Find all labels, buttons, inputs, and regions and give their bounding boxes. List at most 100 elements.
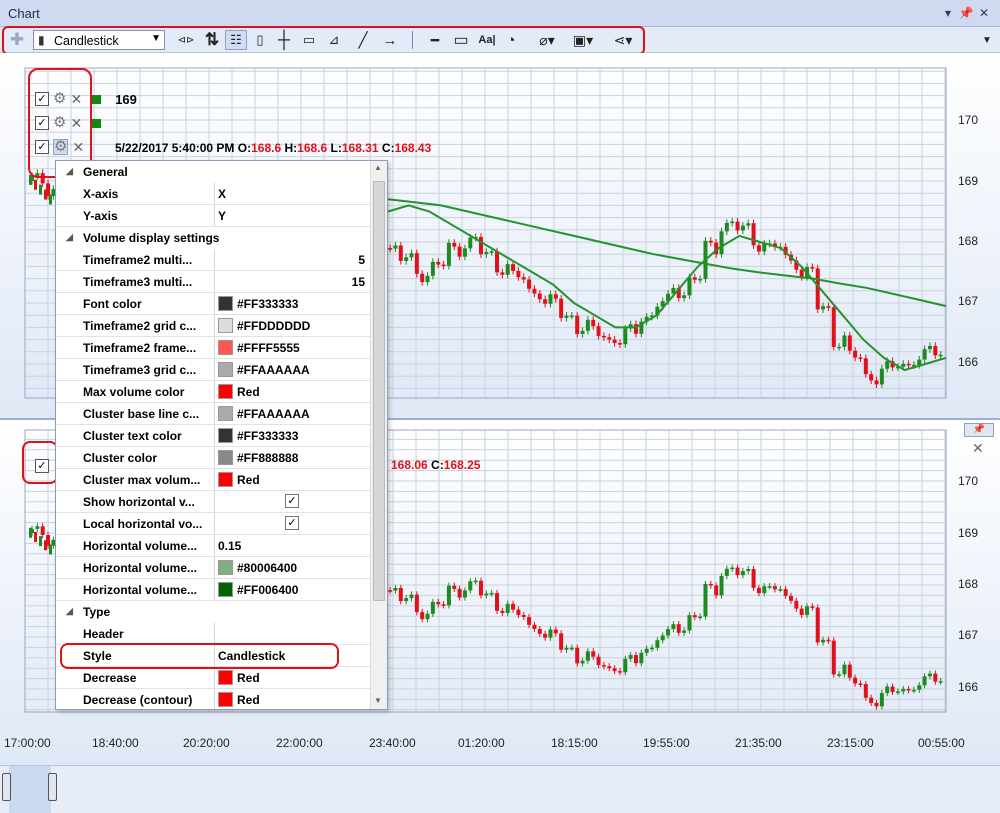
property-value-cell[interactable]: 0.15 bbox=[214, 535, 369, 556]
series-visible-checkbox[interactable]: ✓ bbox=[35, 92, 49, 106]
property-value[interactable]: #FFDDDDDD bbox=[237, 319, 311, 333]
property-row[interactable]: Local horizontal vo... ✓ bbox=[56, 513, 370, 535]
property-row[interactable]: Timeframe3 grid c... #FFAAAAAA bbox=[56, 359, 370, 381]
collapse-triangle-icon[interactable]: ◢ bbox=[66, 606, 73, 616]
property-row[interactable]: Horizontal volume... #80006400 bbox=[56, 557, 370, 579]
property-row[interactable]: Timeframe2 multi... 5 bbox=[56, 249, 370, 271]
property-value[interactable]: Y bbox=[218, 209, 227, 223]
color-swatch[interactable] bbox=[218, 296, 233, 311]
property-value-cell[interactable]: Red bbox=[214, 469, 369, 490]
property-category[interactable]: ◢ Volume display settings bbox=[56, 227, 370, 249]
property-value-cell[interactable]: #FF333333 bbox=[214, 293, 369, 314]
property-value[interactable]: 5 bbox=[358, 253, 365, 267]
color-swatch[interactable] bbox=[218, 692, 233, 707]
pane-pin-icon[interactable]: 📌 bbox=[964, 423, 994, 437]
color-swatch[interactable] bbox=[218, 428, 233, 443]
property-row[interactable]: Max volume color Red bbox=[56, 381, 370, 403]
property-value-cell[interactable]: Red bbox=[214, 381, 369, 402]
gear-icon[interactable]: ⚙ bbox=[53, 138, 69, 155]
property-value-cell[interactable]: #FF888888 bbox=[214, 447, 369, 468]
property-value-cell[interactable]: ✓ bbox=[214, 491, 369, 512]
color-swatch[interactable] bbox=[218, 384, 233, 399]
property-row[interactable]: Y-axis Y bbox=[56, 205, 370, 227]
pane-close-icon[interactable]: ✕ bbox=[972, 440, 984, 456]
property-row[interactable]: Font color #FF333333 bbox=[56, 293, 370, 315]
property-row[interactable]: Decrease Red bbox=[56, 667, 370, 689]
property-value[interactable]: 15 bbox=[351, 275, 365, 289]
property-value-cell[interactable]: Y bbox=[214, 205, 369, 226]
property-row[interactable]: Show horizontal v... ✓ bbox=[56, 491, 370, 513]
property-grid[interactable]: ▲ ▼ ◢ General X-axis X Y-axis Y ◢ Volume displa… bbox=[55, 160, 388, 710]
sort-icon[interactable]: ⇅ bbox=[204, 30, 220, 49]
property-row[interactable]: Timeframe2 frame... #FFFF5555 bbox=[56, 337, 370, 359]
series-visible-checkbox[interactable]: ✓ bbox=[35, 459, 49, 473]
color-swatch[interactable] bbox=[218, 450, 233, 465]
navigator-selection[interactable] bbox=[9, 766, 51, 813]
property-row[interactable]: Timeframe2 grid c... #FFDDDDDD bbox=[56, 315, 370, 337]
property-value[interactable]: Red bbox=[237, 473, 260, 487]
scroll-down-icon[interactable]: ▼ bbox=[374, 696, 382, 705]
close-icon[interactable]: ✕ bbox=[72, 139, 85, 155]
property-value[interactable]: #FF333333 bbox=[237, 429, 299, 443]
property-row[interactable]: Decrease (contour) Red bbox=[56, 689, 370, 709]
crosshair-icon[interactable]: ┼ bbox=[277, 30, 291, 49]
toolbar-overflow-icon[interactable]: ▼ bbox=[982, 34, 992, 46]
navigator-right-handle[interactable] bbox=[48, 773, 57, 801]
property-category[interactable]: ◢ Type bbox=[56, 601, 370, 623]
color-swatch[interactable] bbox=[218, 560, 233, 575]
color-swatch[interactable] bbox=[218, 362, 233, 377]
property-row[interactable]: Cluster text color #FF333333 bbox=[56, 425, 370, 447]
property-value[interactable]: Red bbox=[237, 693, 260, 707]
property-value-cell[interactable]: #80006400 bbox=[214, 557, 369, 578]
property-value-cell[interactable]: Red bbox=[214, 689, 369, 709]
collapse-triangle-icon[interactable]: ◢ bbox=[66, 232, 73, 242]
collapse-triangle-icon[interactable]: ◢ bbox=[66, 166, 73, 176]
property-value[interactable]: Red bbox=[237, 385, 260, 399]
property-value-cell[interactable]: Candlestick bbox=[214, 645, 369, 666]
property-value[interactable]: Candlestick bbox=[218, 649, 286, 663]
rectangle-icon[interactable]: ▭ bbox=[453, 32, 469, 49]
property-value[interactable]: #FFFF5555 bbox=[237, 341, 300, 355]
property-row[interactable]: Cluster max volum... Red bbox=[56, 469, 370, 491]
scroll-up-icon[interactable]: ▲ bbox=[374, 163, 382, 172]
property-value-cell[interactable]: #FFFF5555 bbox=[214, 337, 369, 358]
pane-splitter[interactable] bbox=[0, 418, 1000, 420]
property-row[interactable]: Horizontal volume... 0.15 bbox=[56, 535, 370, 557]
property-value-cell[interactable]: X bbox=[214, 183, 369, 204]
property-value[interactable]: #FF006400 bbox=[237, 583, 299, 597]
property-category[interactable]: ◢ General bbox=[56, 161, 370, 183]
arrow-icon[interactable]: → bbox=[382, 31, 398, 49]
property-value-cell[interactable]: 15 bbox=[214, 271, 369, 292]
share-icon[interactable]: ⋖▾ bbox=[613, 31, 633, 48]
gear-icon[interactable]: ⚙ bbox=[53, 114, 67, 131]
property-value[interactable]: #FF888888 bbox=[237, 451, 299, 465]
property-row[interactable]: Cluster base line c... #FFAAAAAA bbox=[56, 403, 370, 425]
color-swatch[interactable] bbox=[218, 318, 233, 333]
property-value[interactable]: #FFAAAAAA bbox=[237, 363, 310, 377]
property-value-cell[interactable]: Red bbox=[214, 667, 369, 688]
gear-icon[interactable]: ⚙ bbox=[53, 90, 67, 107]
text-icon[interactable]: Aa| bbox=[478, 34, 496, 46]
eraser-icon[interactable]: ⌀▾ bbox=[539, 31, 555, 48]
comment-icon[interactable]: ▭ bbox=[302, 32, 316, 47]
line-icon[interactable]: ╱ bbox=[358, 32, 368, 49]
page-icon[interactable]: ▯ bbox=[256, 32, 264, 47]
crosshair-plus-icon[interactable]: ✚ bbox=[9, 30, 25, 49]
property-value-cell[interactable]: 5 bbox=[214, 249, 369, 270]
property-value[interactable]: Red bbox=[237, 671, 260, 685]
color-swatch[interactable] bbox=[218, 670, 233, 685]
property-value[interactable]: #80006400 bbox=[237, 561, 298, 575]
close-icon[interactable]: ✕ bbox=[978, 6, 990, 20]
property-value-cell[interactable]: #FFAAAAAA bbox=[214, 403, 369, 424]
close-icon[interactable]: ✕ bbox=[70, 91, 83, 107]
property-value-cell[interactable]: #FFDDDDDD bbox=[214, 315, 369, 336]
property-value-cell[interactable] bbox=[214, 623, 369, 644]
scroll-icon[interactable]: ⊲⊳ bbox=[177, 34, 195, 46]
series-visible-checkbox[interactable]: ✓ bbox=[35, 116, 49, 130]
ruler-icon[interactable]: ⊿ bbox=[328, 32, 340, 47]
navigator-strip[interactable] bbox=[0, 765, 1000, 813]
property-row[interactable]: Horizontal volume... #FF006400 bbox=[56, 579, 370, 601]
property-value[interactable]: X bbox=[218, 187, 227, 201]
minimize-icon[interactable]: ▾ bbox=[944, 6, 952, 20]
gauge-icon[interactable]: ◔ bbox=[506, 31, 516, 49]
